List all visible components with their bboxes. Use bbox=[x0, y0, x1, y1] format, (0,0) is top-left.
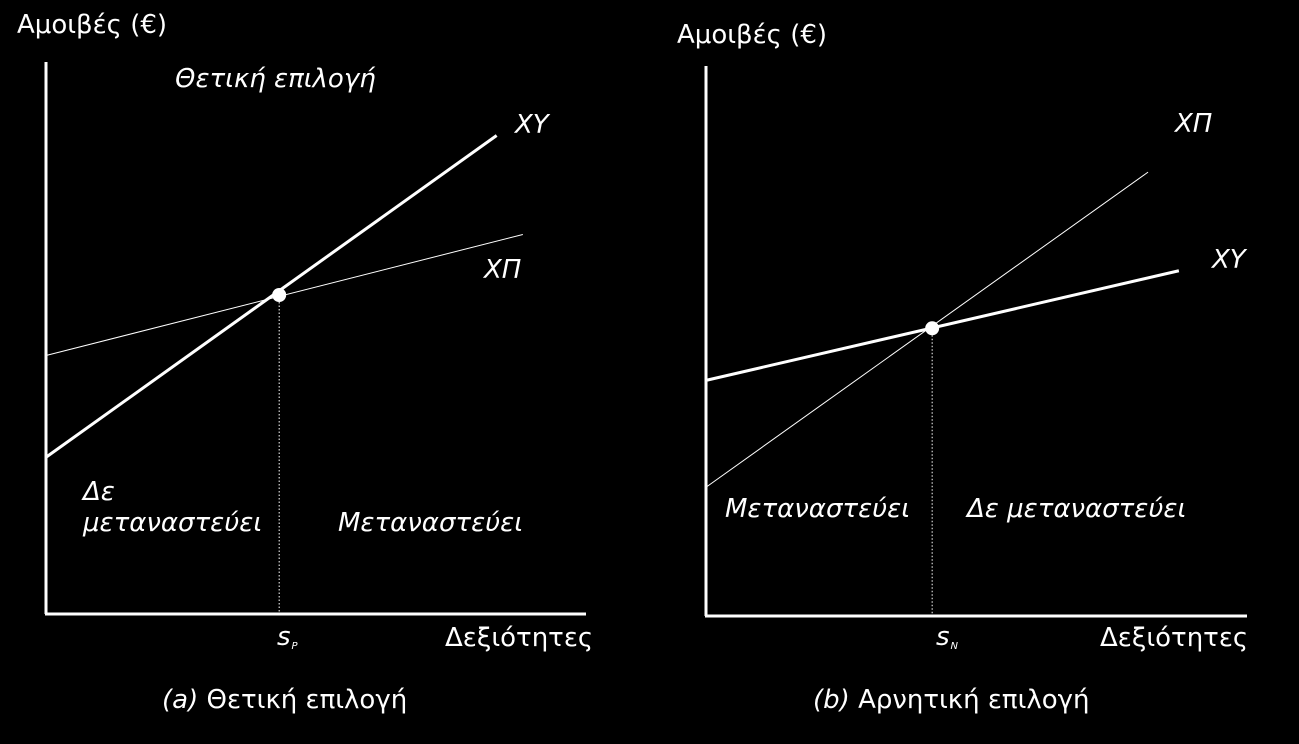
series-label-xp: ΧΠ bbox=[484, 255, 522, 285]
series-label-xy: ΧΥ bbox=[515, 110, 549, 140]
series-line-xy bbox=[45, 134, 498, 459]
region-label-right: Μεταναστεύει bbox=[338, 508, 524, 538]
y-axis-label: Αμοιβές (€) bbox=[677, 20, 828, 50]
intersection-point bbox=[925, 321, 940, 336]
chart-title: Θετική επιλογή bbox=[175, 64, 376, 94]
chart-a bbox=[44, 62, 586, 616]
chart-b bbox=[704, 66, 1247, 618]
region-label-left-line1: Δε bbox=[83, 477, 115, 507]
threshold-tick-label: sN bbox=[936, 622, 959, 652]
panel-b: Αμοιβές (€) ΧΠ ΧΥ Μεταναστεύει Δε μετανα… bbox=[650, 0, 1299, 744]
series-label-xp: ΧΠ bbox=[1175, 109, 1213, 139]
region-label-left: Μεταναστεύει bbox=[725, 494, 911, 524]
panel-a: Αμοιβές (€) Θετική επιλογή ΧΥ ΧΠ Δε μετα… bbox=[17, 10, 594, 715]
caption: (b) Αρνητική επιλογή bbox=[813, 685, 1090, 715]
x-axis-label: Δεξιότητες bbox=[445, 623, 594, 653]
y-axis-label: Αμοιβές (€) bbox=[17, 10, 168, 40]
series-line-xy bbox=[705, 269, 1180, 382]
caption: (a) Θετική επιλογή bbox=[162, 685, 408, 715]
intersection-point bbox=[272, 288, 287, 302]
region-label-left-line2: μεταναστεύει bbox=[83, 508, 263, 538]
series-label-xy: ΧΥ bbox=[1212, 245, 1246, 275]
region-label-right: Δε μεταναστεύει bbox=[967, 494, 1187, 524]
threshold-tick-label: sP bbox=[277, 622, 298, 652]
x-axis-label: Δεξιότητες bbox=[1100, 623, 1249, 653]
